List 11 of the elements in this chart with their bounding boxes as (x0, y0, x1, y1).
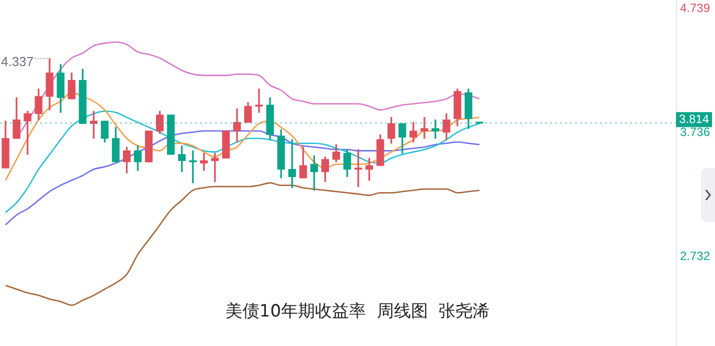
candlestick (211, 152, 219, 182)
y-tick-label: 3.736 (680, 125, 710, 140)
line-series (4, 110, 480, 214)
candlestick (255, 88, 263, 113)
y-tick-label: 4.739 (680, 1, 710, 16)
text: 美债10年期收益率 周线图 张尧浠 (225, 301, 490, 322)
y-tick-label: 2.732 (680, 249, 710, 264)
candlestick (24, 110, 32, 155)
candlestick (200, 152, 208, 171)
annotation: 4.337 (1, 54, 34, 70)
ref-line-label: 3.814 (679, 112, 710, 126)
